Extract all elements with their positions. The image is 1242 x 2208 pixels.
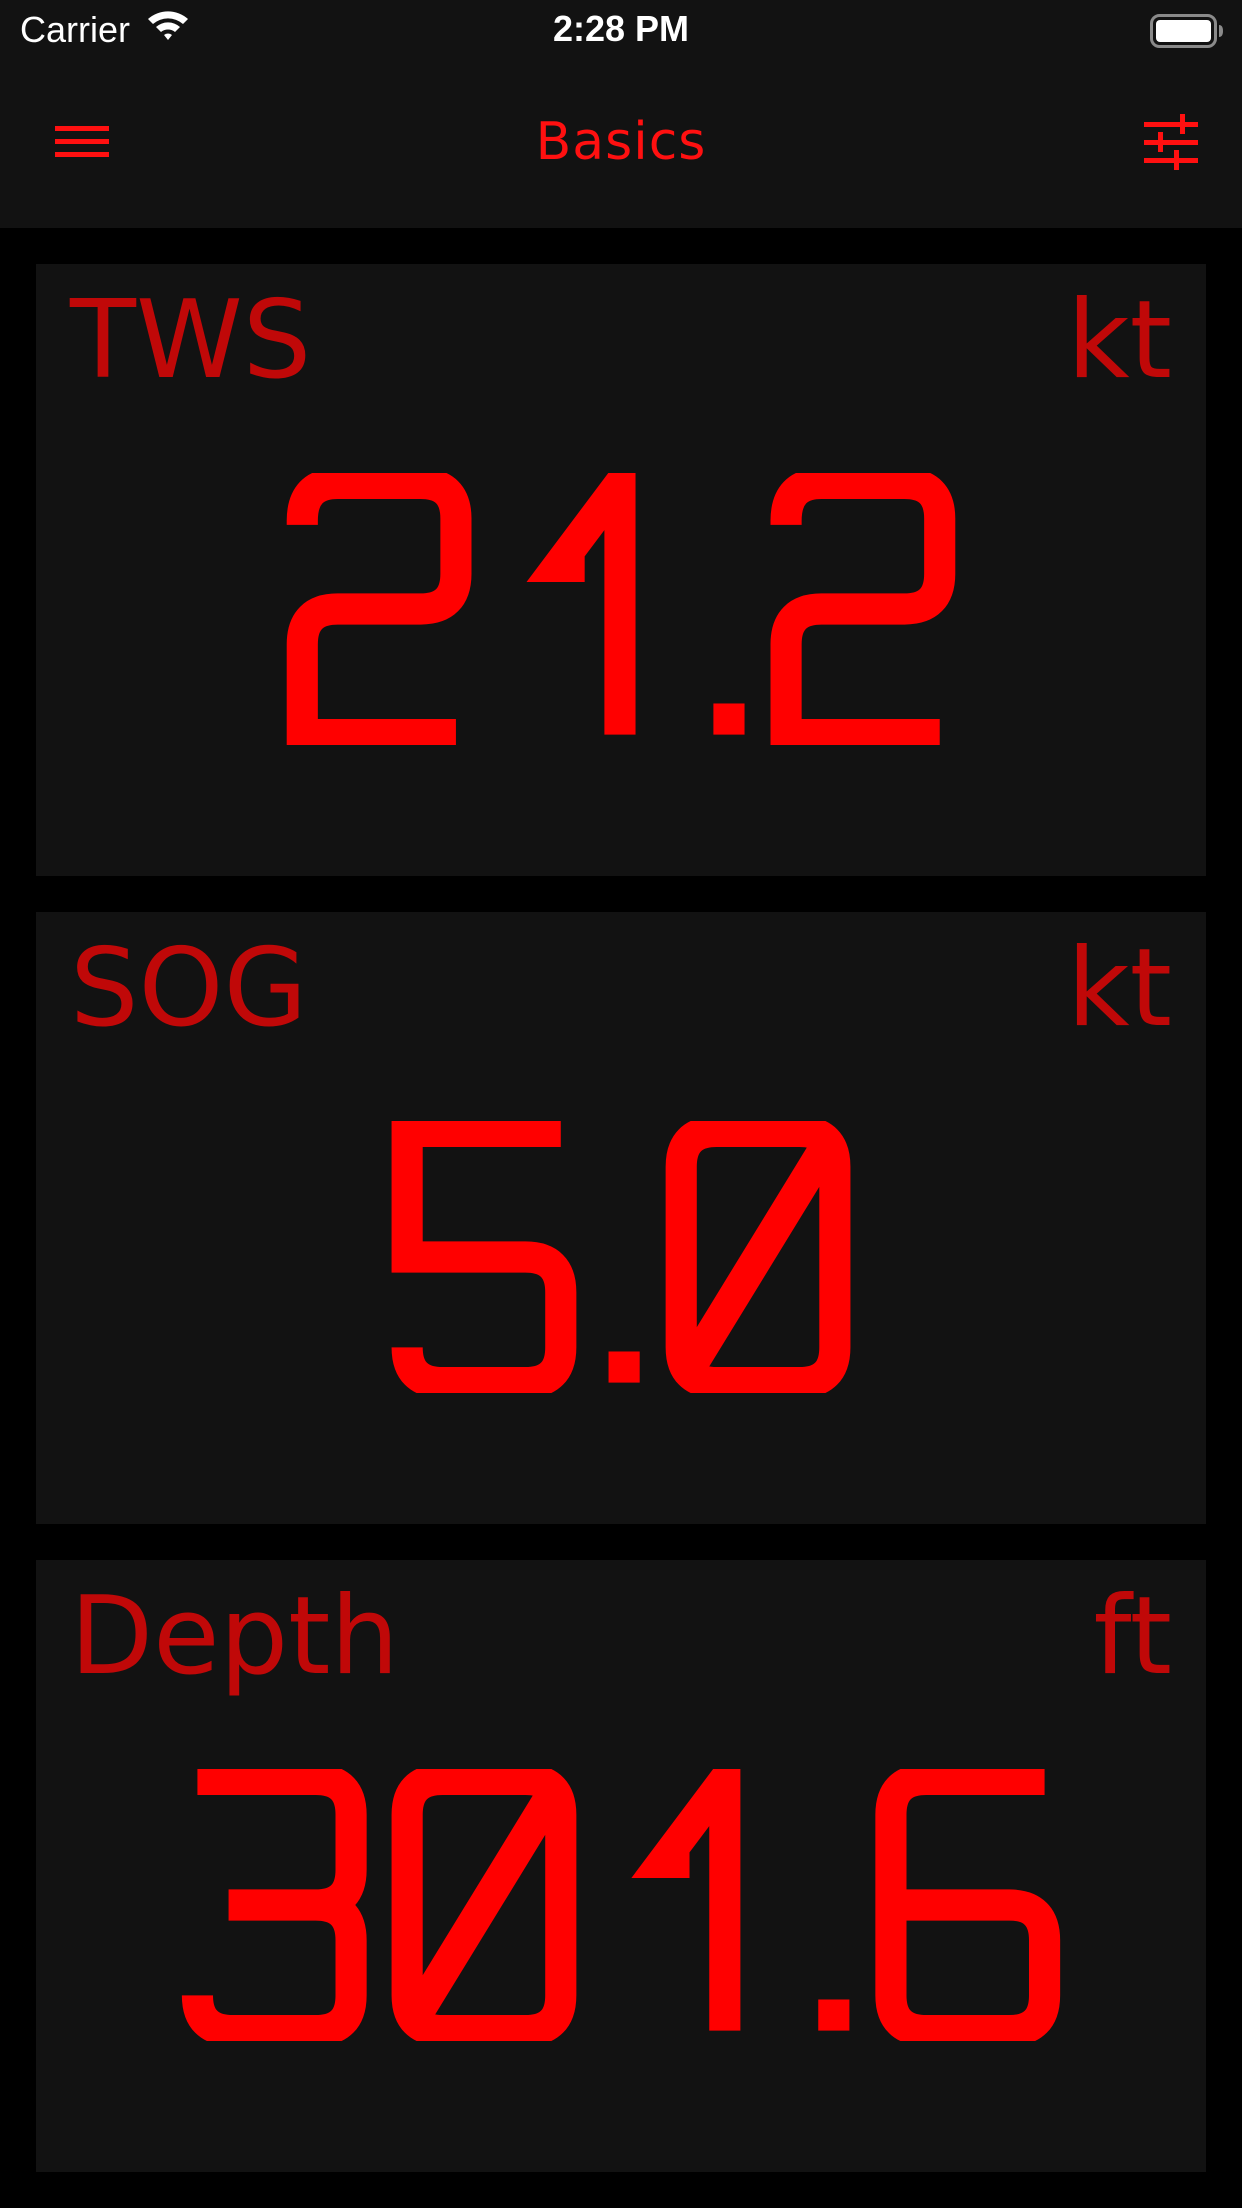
digit-2 bbox=[286, 473, 472, 745]
panel-value bbox=[36, 1121, 1206, 1393]
digit-0 bbox=[665, 1121, 851, 1393]
decimal-point bbox=[713, 703, 745, 735]
page-title: Basics bbox=[535, 112, 707, 172]
digit-0 bbox=[391, 1769, 577, 2041]
status-time: 2:28 PM bbox=[552, 8, 690, 49]
panel-value bbox=[36, 473, 1206, 745]
digit-1 bbox=[631, 1769, 741, 2031]
value-digits bbox=[286, 473, 956, 745]
carrier-info: Carrier bbox=[20, 8, 190, 51]
status-bar: Carrier 2:28 PM bbox=[0, 0, 1242, 60]
digit-5 bbox=[391, 1121, 577, 1393]
panel-tws[interactable]: TWS kt bbox=[36, 264, 1206, 876]
navigation-bar: Basics bbox=[0, 60, 1242, 228]
value-digits bbox=[181, 1769, 1061, 2041]
digit-2 bbox=[770, 473, 956, 745]
hamburger-menu-icon[interactable] bbox=[52, 118, 112, 166]
decimal-point bbox=[818, 1999, 850, 2031]
panel-label: TWS bbox=[70, 278, 312, 403]
panel-unit: kt bbox=[1067, 278, 1172, 403]
value-digits bbox=[391, 1121, 851, 1393]
panel-label: SOG bbox=[70, 926, 308, 1051]
panel-unit: kt bbox=[1067, 926, 1172, 1051]
digit-6 bbox=[875, 1769, 1061, 2041]
panel-depth[interactable]: Depth ft bbox=[36, 1560, 1206, 2172]
panel-label: Depth bbox=[70, 1574, 399, 1699]
panel-sog[interactable]: SOG kt bbox=[36, 912, 1206, 1524]
panel-unit: ft bbox=[1093, 1574, 1172, 1699]
sliders-settings-icon[interactable] bbox=[1142, 114, 1200, 170]
wifi-icon bbox=[146, 8, 190, 51]
battery-icon bbox=[1150, 14, 1224, 53]
digit-3 bbox=[181, 1769, 367, 2041]
panel-value bbox=[36, 1769, 1206, 2041]
decimal-point bbox=[608, 1351, 640, 1383]
digit-1 bbox=[526, 473, 636, 735]
carrier-label: Carrier bbox=[20, 8, 131, 50]
